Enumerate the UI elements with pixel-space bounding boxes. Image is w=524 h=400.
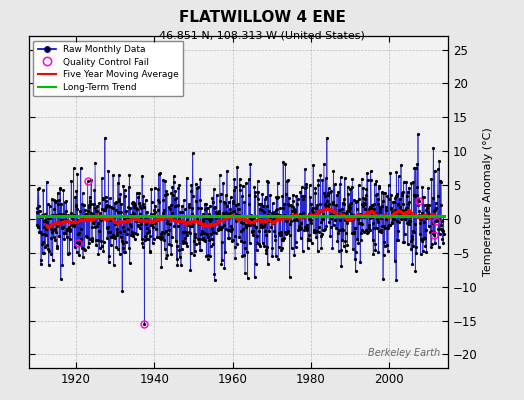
Legend: Raw Monthly Data, Quality Control Fail, Five Year Moving Average, Long-Term Tren: Raw Monthly Data, Quality Control Fail, …	[34, 40, 183, 96]
Text: Berkeley Earth: Berkeley Earth	[367, 348, 440, 358]
Y-axis label: Temperature Anomaly (°C): Temperature Anomaly (°C)	[483, 128, 493, 276]
Text: FLATWILLOW 4 ENE: FLATWILLOW 4 ENE	[179, 10, 345, 25]
Text: 46.851 N, 108.313 W (United States): 46.851 N, 108.313 W (United States)	[159, 30, 365, 40]
